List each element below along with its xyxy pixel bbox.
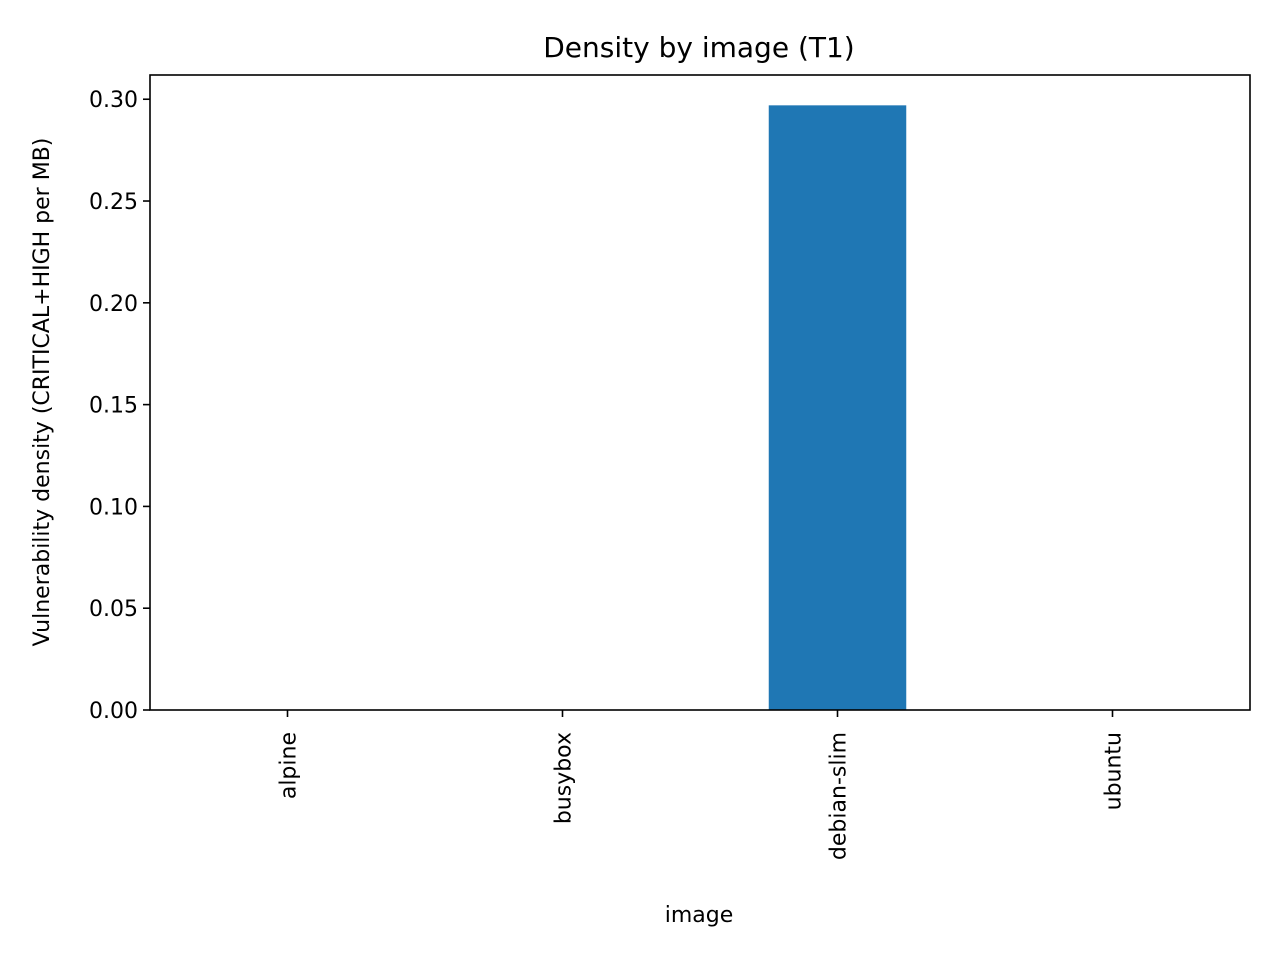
y-axis: 0.00 0.05 0.10 0.15 0.20 0.25 0.30: [89, 88, 150, 724]
x-tick-label: busybox: [552, 732, 577, 824]
y-tick-label: 0.05: [89, 597, 138, 622]
bar-debian-slim: [768, 105, 907, 711]
y-tick-label: 0.25: [89, 190, 138, 215]
x-axis: alpine busybox debian-slim ubuntu: [277, 710, 1127, 860]
plot-frame: [149, 74, 1251, 711]
y-tick-label: 0.10: [89, 495, 138, 520]
y-tick-label: 0.15: [89, 394, 138, 419]
x-axis-label: image: [665, 903, 734, 928]
y-axis-label: Vulnerability density (CRITICAL+HIGH per…: [30, 138, 55, 647]
y-tick-label: 0.00: [89, 699, 138, 724]
bars-group: [768, 105, 907, 711]
y-tick-label: 0.30: [89, 88, 138, 113]
x-tick-label: ubuntu: [1102, 732, 1127, 810]
y-tick-label: 0.20: [89, 292, 138, 317]
chart-title: Density by image (T1): [543, 31, 854, 64]
x-tick-label: alpine: [277, 732, 302, 799]
x-tick-label: debian-slim: [827, 732, 852, 860]
